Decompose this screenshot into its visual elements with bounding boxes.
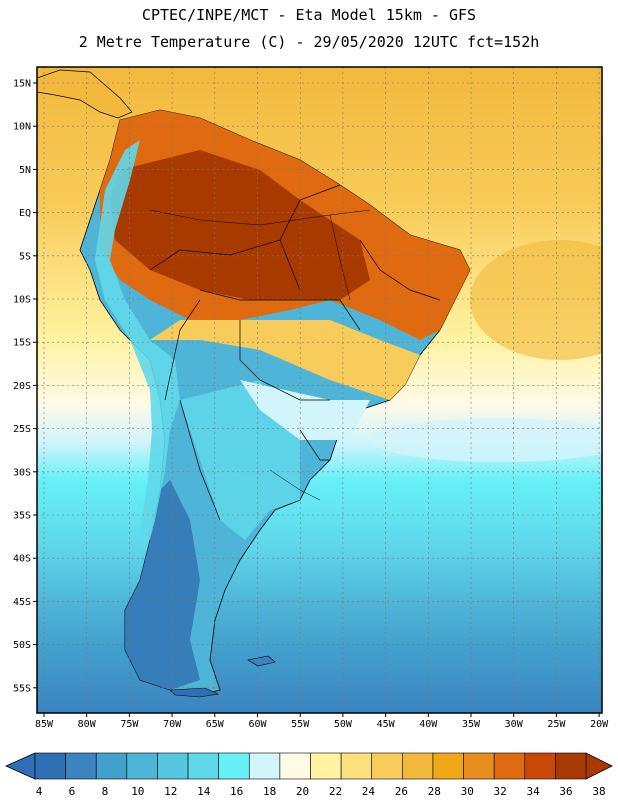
lat-label: 5N [19, 165, 31, 176]
colorbar-cell [95, 752, 128, 780]
map-title-line2: 2 Metre Temperature (C) - 29/05/2020 12U… [78, 33, 540, 51]
lon-label: 85W [35, 719, 54, 730]
central-america [37, 69, 133, 119]
colorbar-cell [402, 752, 434, 780]
colorbar-label: 28 [428, 785, 441, 798]
colorbar-label: 18 [263, 785, 276, 798]
colorbar-cell [65, 752, 97, 780]
lat-label: 30S [13, 467, 31, 478]
map-area [37, 67, 602, 713]
lat-label: 10S [13, 295, 31, 306]
lat-label: 20S [13, 381, 31, 392]
lat-label: 55S [13, 683, 31, 694]
colorbar-label: 38 [592, 785, 605, 798]
map-frame [36, 66, 603, 714]
land-warm-zone [150, 320, 420, 400]
lat-label: 45S [13, 597, 31, 608]
lon-label: 70W [163, 719, 182, 730]
colorbar-cell [34, 752, 66, 780]
lon-label: 35W [462, 719, 481, 730]
lat-label: 10N [13, 122, 31, 133]
lat-label: 40S [13, 554, 31, 565]
lon-label: 40W [419, 719, 438, 730]
lon-label: 20W [590, 719, 609, 730]
land-cold-patagonia [125, 480, 200, 690]
map-grid [33, 67, 602, 717]
falklands [247, 655, 276, 667]
lon-label: 80W [78, 719, 97, 730]
lat-label: 15S [13, 338, 31, 349]
lat-label: 50S [13, 640, 31, 651]
colorbar-label: 24 [362, 785, 376, 798]
ocean-pale-band [370, 418, 602, 462]
colorbar-label: 36 [559, 785, 572, 798]
colorbar-cell [371, 752, 403, 780]
map-title-line1: CPTEC/INPE/MCT - Eta Model 15km - GFS [141, 6, 477, 24]
colorbar-cell [126, 752, 158, 780]
colorbar-label: 14 [197, 785, 211, 798]
rivers [149, 209, 371, 501]
lon-label: 60W [248, 719, 267, 730]
colorbar-left-arrow [5, 752, 36, 780]
lon-label: 75W [120, 719, 139, 730]
colorbar-label: 30 [461, 785, 474, 798]
lon-label: 50W [334, 719, 353, 730]
lon-label: 65W [206, 719, 225, 730]
colorbar-label: 22 [329, 785, 342, 798]
lat-label: EQ [19, 208, 31, 219]
land-cool-argentina [180, 380, 300, 540]
colorbar-cell [218, 752, 250, 780]
colorbar-label: 32 [494, 785, 507, 798]
colorbar-label: 26 [395, 785, 408, 798]
colorbar-right-arrow [585, 752, 613, 780]
land-hottest-amazon [110, 150, 370, 300]
land-mild-zone [240, 380, 370, 440]
lat-label: 35S [13, 511, 31, 522]
colorbar-label: 10 [131, 785, 144, 798]
tierra-del-fuego [169, 687, 220, 698]
colorbar: 4 6 8 10 12 14 16 18 20 22 24 26 28 30 32 34 36 38 [5, 752, 613, 798]
colorbar-label: 8 [102, 785, 109, 798]
colorbar-cell [340, 752, 373, 780]
lat-label: 5S [19, 251, 31, 262]
longitude-labels: 85W 80W 75W 70W 65W 60W 55W 50W 45W 40W 35W 30W 25W 2… [35, 719, 609, 730]
colorbar-cell [157, 752, 189, 780]
colorbar-label: 4 [36, 785, 43, 798]
colorbar-cell [432, 752, 464, 780]
colorbar-label: 12 [164, 785, 177, 798]
colorbar-label: 34 [526, 785, 540, 798]
lon-label: 45W [377, 719, 396, 730]
country-borders [149, 184, 441, 521]
andes-cool-strip [95, 140, 180, 540]
colorbar-label: 20 [296, 785, 309, 798]
colorbar-cell [463, 752, 495, 780]
colorbar-cell [493, 752, 526, 780]
colorbar-cell [524, 752, 556, 780]
colorbar-cell [555, 752, 587, 780]
colorbar-cell [279, 752, 311, 780]
lon-label: 25W [547, 719, 566, 730]
lon-label: 30W [505, 719, 524, 730]
latitude-labels: 15N 10N 5N EQ 5S 10S 15S 20S 25S 30S 35S 40S 45S 50S 5… [13, 79, 31, 695]
colorbar-cell [248, 752, 281, 780]
colorbar-cell [310, 752, 342, 780]
lat-label: 15N [13, 79, 31, 90]
colorbar-labels: 4 6 8 10 12 14 16 18 20 22 24 26 28 30 32 34 36 38 [36, 785, 606, 798]
colorbar-cells [34, 752, 587, 780]
lon-label: 55W [291, 719, 310, 730]
colorbar-label: 16 [230, 785, 243, 798]
colorbar-cell [187, 752, 219, 780]
lat-label: 25S [13, 424, 31, 435]
colorbar-label: 6 [69, 785, 76, 798]
ocean-warm-band [470, 240, 602, 360]
